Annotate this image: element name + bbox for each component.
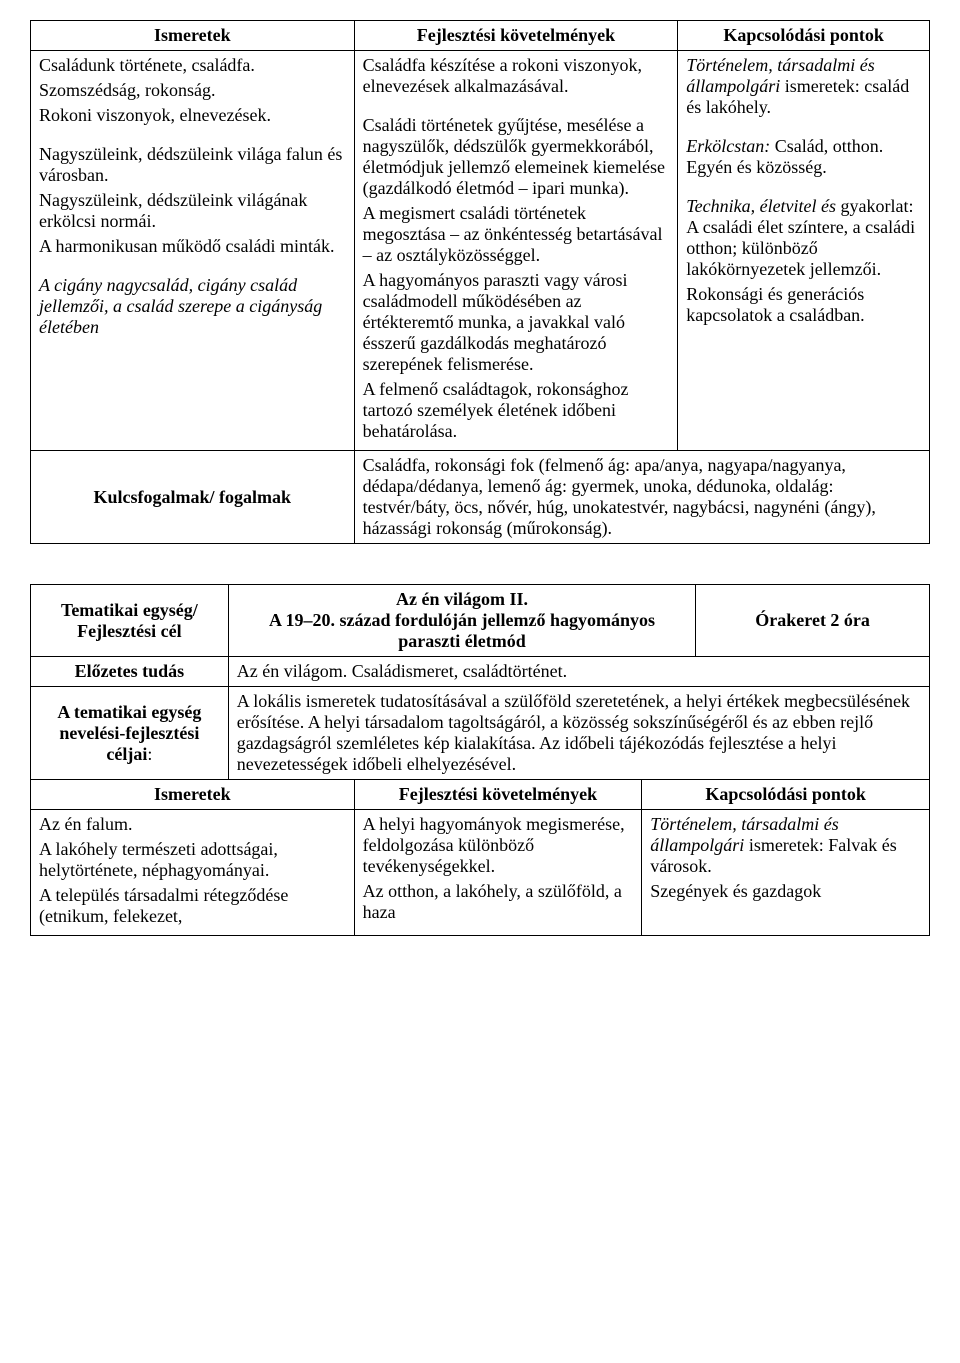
cell-key-text: Családfa, rokonsági fok (felmenő ág: apa… bbox=[354, 451, 929, 544]
cell-fejlesztesi: Családfa készítése a rokoni viszonyok, e… bbox=[354, 51, 678, 451]
cell-hours: Órakeret 2 óra bbox=[696, 585, 930, 657]
label-text: A tematikai egység nevelési-fejlesztési … bbox=[57, 702, 201, 764]
header-fejlesztesi: Fejlesztési követelmények bbox=[354, 780, 642, 810]
table-header-row: Ismeretek Fejlesztési követelmények Kapc… bbox=[31, 21, 930, 51]
label-colon: : bbox=[147, 744, 152, 764]
table-row: A tematikai egység nevelési-fejlesztési … bbox=[31, 687, 930, 780]
cell-celok-text: A lokális ismeretek tudatosításával a sz… bbox=[228, 687, 929, 780]
cell-ismeretek: Az én falum. A lakóhely természeti adott… bbox=[31, 810, 355, 936]
text-line: Erkölcstan: Család, otthon. Egyén és köz… bbox=[686, 136, 921, 178]
text-line: Történelem, társadalmi és állampolgári i… bbox=[650, 814, 921, 877]
text-line: Nagyszüleink, dédszüleink világa falun é… bbox=[39, 144, 346, 186]
cell-unit-title: Az én világom II. A 19–20. század fordul… bbox=[228, 585, 695, 657]
cell-elozetes-text: Az én világom. Családismeret, családtört… bbox=[228, 657, 929, 687]
text-line: Rokonsági és generációs kapcsolatok a cs… bbox=[686, 284, 921, 326]
text-line: A megismert családi történetek megosztás… bbox=[363, 203, 670, 266]
text-line: Családfa készítése a rokoni viszonyok, e… bbox=[363, 55, 670, 97]
cell-celok-label: A tematikai egység nevelési-fejlesztési … bbox=[31, 687, 229, 780]
cell-ismeretek: Családunk története, családfa. Szomszéds… bbox=[31, 51, 355, 451]
text-italic: Technika, életvitel és bbox=[686, 196, 836, 216]
table-curriculum-1: Ismeretek Fejlesztési követelmények Kapc… bbox=[30, 20, 930, 544]
text-line: A felmenő családtagok, rokonsághoz tarto… bbox=[363, 379, 670, 442]
header-kapcsolodasi: Kapcsolódási pontok bbox=[678, 21, 930, 51]
table-row: Tematikai egység/ Fejlesztési cél Az én … bbox=[31, 585, 930, 657]
cell-key-label: Kulcsfogalmak/ fogalmak bbox=[31, 451, 355, 544]
header-fejlesztesi: Fejlesztési követelmények bbox=[354, 21, 678, 51]
text-italic: A cigány nagycsalád, cigány család jelle… bbox=[39, 275, 346, 338]
cell-tematikai-label: Tematikai egység/ Fejlesztési cél bbox=[31, 585, 229, 657]
table-row-key: Kulcsfogalmak/ fogalmak Családfa, rokons… bbox=[31, 451, 930, 544]
table-row: Az én falum. A lakóhely természeti adott… bbox=[31, 810, 930, 936]
header-ismeretek: Ismeretek bbox=[31, 21, 355, 51]
text-line: Az otthon, a lakóhely, a szülőföld, a ha… bbox=[363, 881, 634, 923]
text-line: Az én falum. bbox=[39, 814, 346, 835]
text-line: Családi történetek gyűjtése, mesélése a … bbox=[363, 115, 670, 199]
title-line: A 19–20. század fordulóján jellemző hagy… bbox=[237, 610, 687, 652]
table-curriculum-2: Tematikai egység/ Fejlesztési cél Az én … bbox=[30, 584, 930, 936]
text-italic: Erkölcstan: bbox=[686, 136, 770, 156]
table-row: Előzetes tudás Az én világom. Családisme… bbox=[31, 657, 930, 687]
text-line: A harmonikusan működő családi minták. bbox=[39, 236, 346, 257]
text-line: Szomszédság, rokonság. bbox=[39, 80, 346, 101]
table-header-row: Ismeretek Fejlesztési követelmények Kapc… bbox=[31, 780, 930, 810]
text-line: Szegények és gazdagok bbox=[650, 881, 921, 902]
text-line: A hagyományos paraszti vagy városi csalá… bbox=[363, 270, 670, 375]
text-line: A lakóhely természeti adottságai, helytö… bbox=[39, 839, 346, 881]
text-line: Technika, életvitel és gyakorlat: A csal… bbox=[686, 196, 921, 280]
cell-kapcsolodasi: Történelem, társadalmi és állampolgári i… bbox=[678, 51, 930, 451]
text-line: A település társadalmi rétegződése (etni… bbox=[39, 885, 346, 927]
table-row: Családunk története, családfa. Szomszéds… bbox=[31, 51, 930, 451]
header-kapcsolodasi: Kapcsolódási pontok bbox=[642, 780, 930, 810]
cell-elozetes-label: Előzetes tudás bbox=[31, 657, 229, 687]
header-ismeretek: Ismeretek bbox=[31, 780, 355, 810]
cell-kapcsolodasi: Történelem, társadalmi és állampolgári i… bbox=[642, 810, 930, 936]
title-line: Az én világom II. bbox=[237, 589, 687, 610]
text-line: A helyi hagyományok megismerése, feldolg… bbox=[363, 814, 634, 877]
text-line: Családunk története, családfa. bbox=[39, 55, 346, 76]
text-line: Történelem, társadalmi és állampolgári i… bbox=[686, 55, 921, 118]
text-line: Rokoni viszonyok, elnevezések. bbox=[39, 105, 346, 126]
cell-fejlesztesi: A helyi hagyományok megismerése, feldolg… bbox=[354, 810, 642, 936]
text-line: Nagyszüleink, dédszüleink világának erkö… bbox=[39, 190, 346, 232]
